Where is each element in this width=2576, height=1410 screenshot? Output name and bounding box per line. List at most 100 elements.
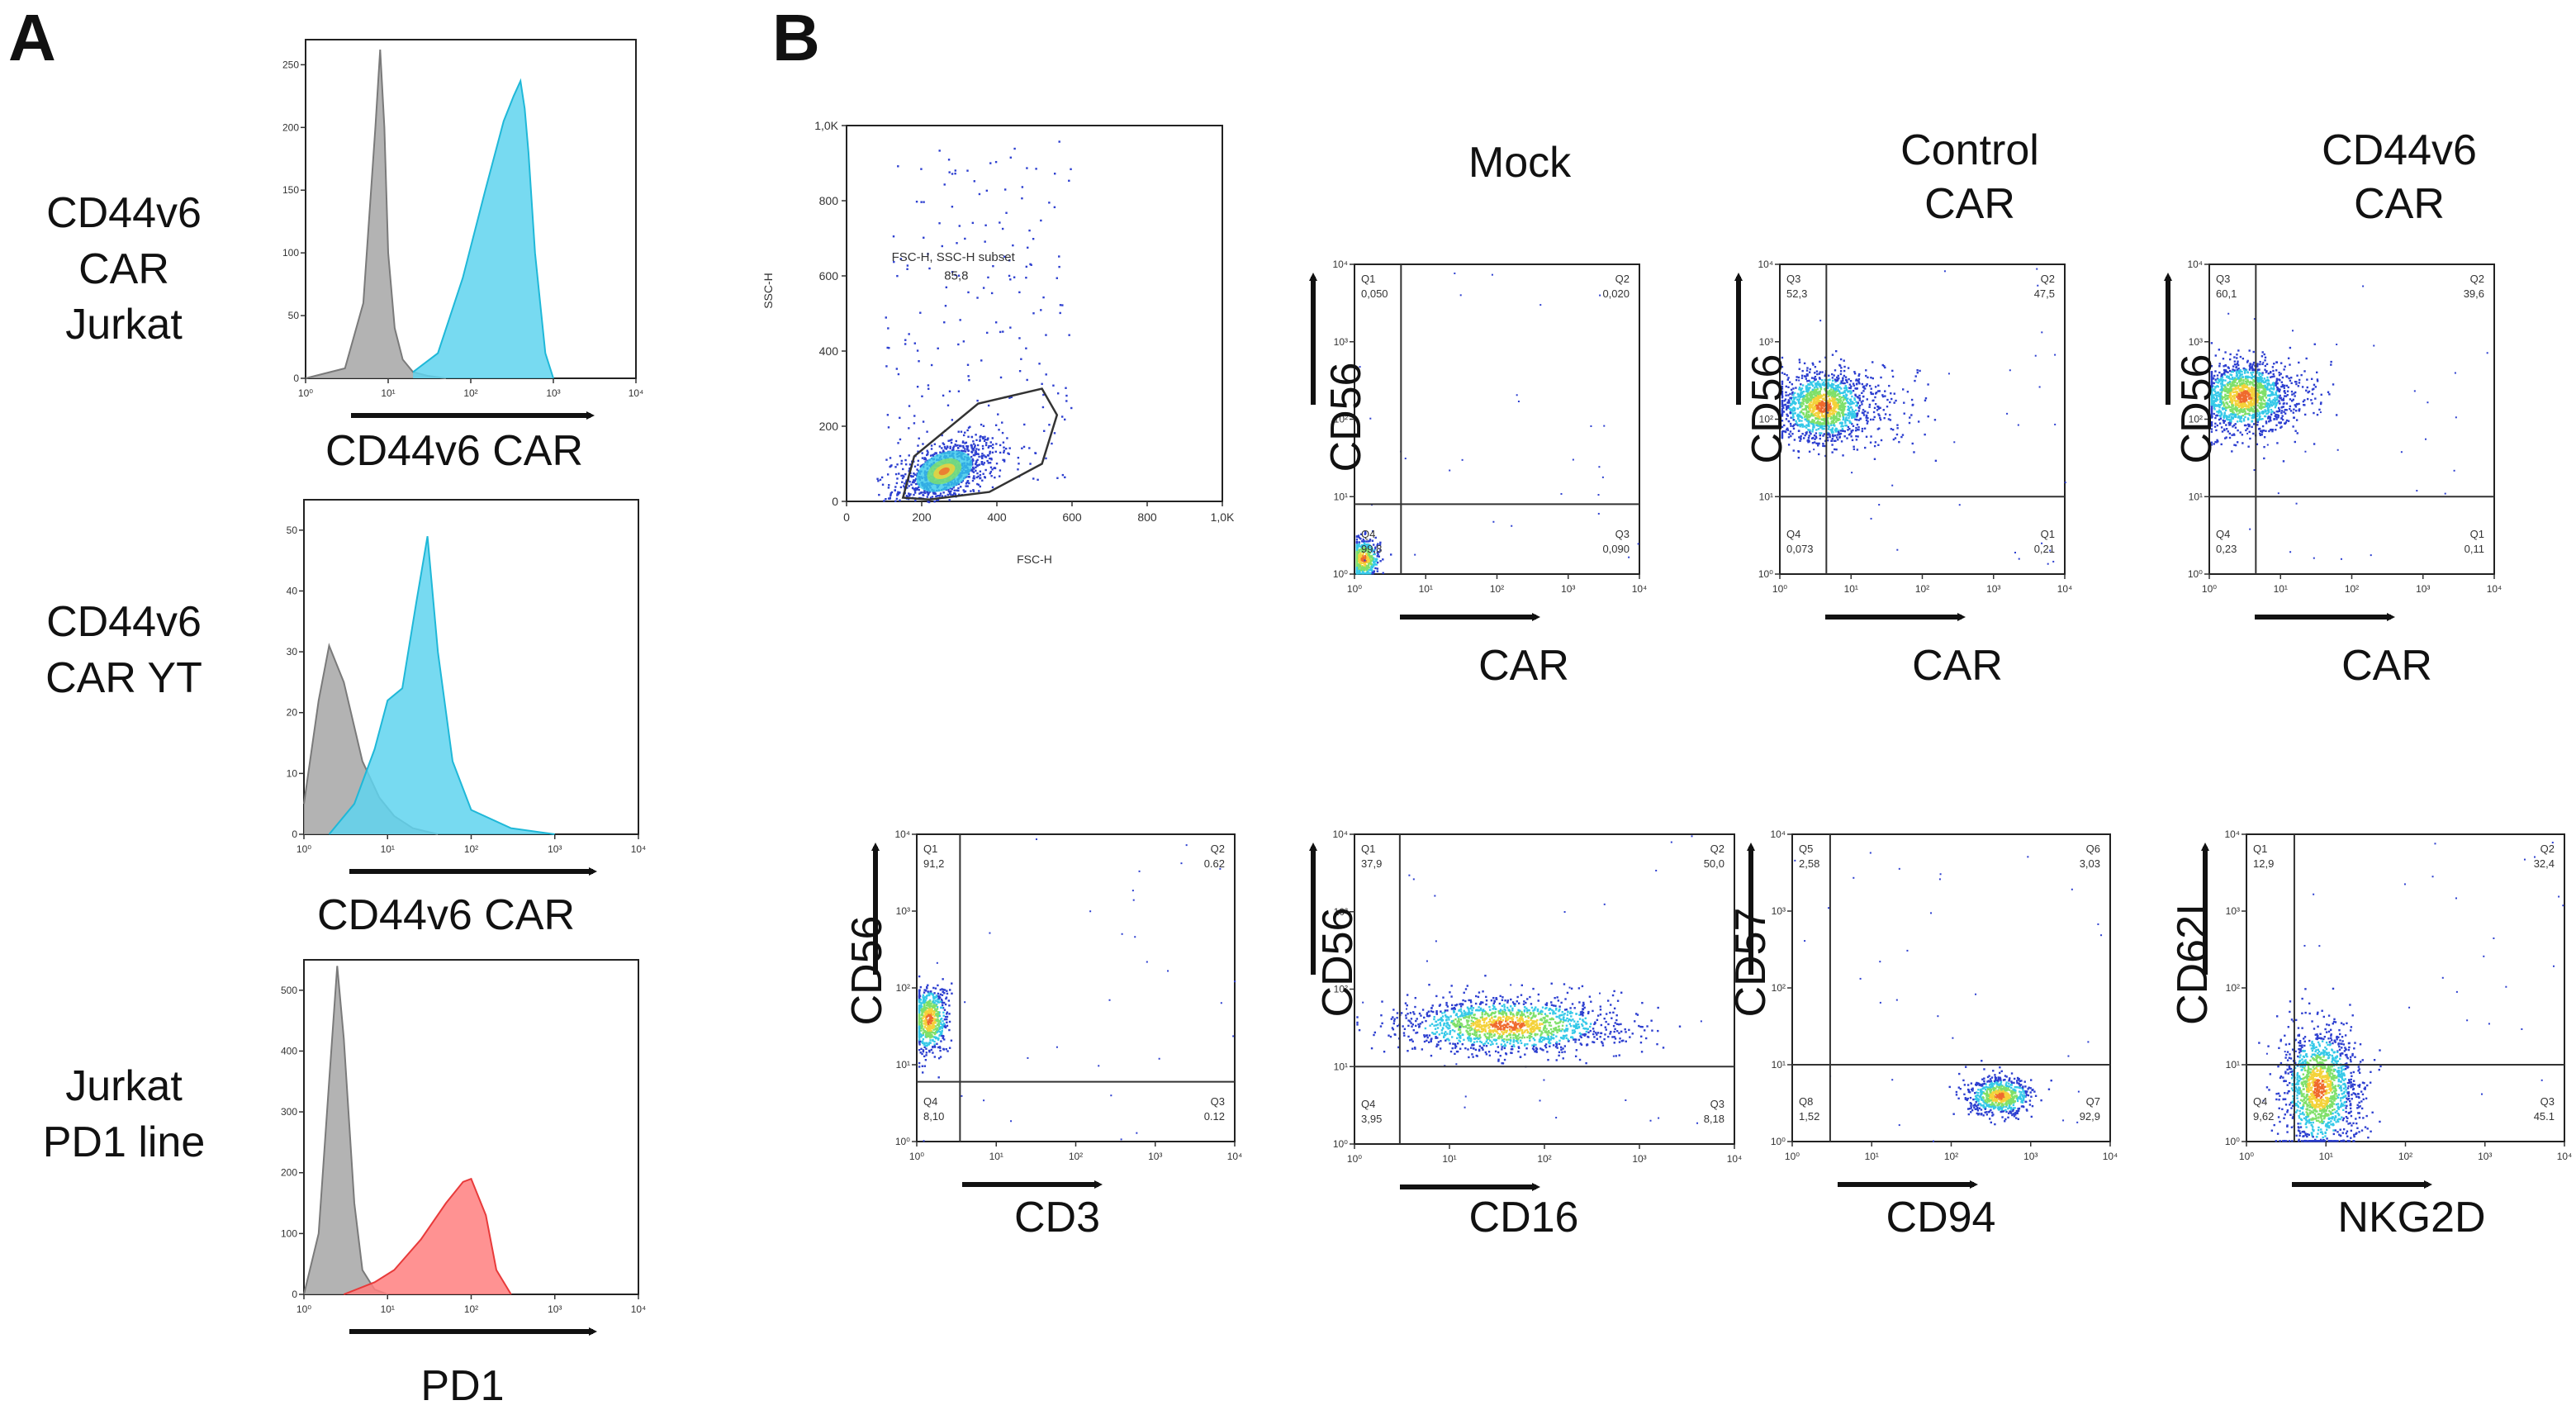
- mock-cd56-car-event: [1370, 569, 1373, 572]
- cd44v6-cd56-car-event: [2246, 383, 2249, 387]
- cd44v6-cd56-car-event: [2247, 406, 2251, 409]
- cd44v6-cd56-car-event: [2252, 363, 2255, 366]
- gate-fsc-ssc-event: [983, 439, 986, 443]
- control-cd56-car-event: [1781, 405, 1784, 408]
- mock-cd56-car-event: [1389, 553, 1392, 556]
- gate-fsc-ssc-event: [906, 268, 908, 270]
- cd44v6-cd56-car-event: [2252, 423, 2256, 425]
- cd44v6-cd56-car-event: [2214, 386, 2217, 389]
- hist-yt-car-ytick-label: 20: [287, 707, 298, 719]
- cd44v6-cd56-car-event: [2298, 361, 2300, 364]
- cd44v6-cd56-car-event: [2289, 551, 2292, 553]
- hist-jurkat-pd1-ytick-label: 200: [281, 1167, 297, 1179]
- control-cd56-car-event: [1818, 403, 1820, 406]
- control-cd56-car-event: [1821, 419, 1824, 421]
- cd44v6-cd56-car-event: [2283, 411, 2285, 413]
- hist-jurkat-pd1-series-1-line: [343, 1177, 512, 1295]
- control-cd56-car-event: [1781, 385, 1784, 388]
- control-cd56-car-event: [1781, 410, 1784, 413]
- mock-cd56-car-event: [1364, 544, 1366, 548]
- control-cd56-car-event: [1953, 441, 1956, 444]
- cd44v6-cd56-car-event: [2253, 395, 2256, 397]
- cd44v6-cd56-car-event: [2281, 418, 2284, 421]
- hist-jurkat-car-series-1-fill: [413, 81, 553, 378]
- cd44v6-cd56-car-event: [2295, 403, 2298, 406]
- control-cd56-car-event: [1884, 395, 1886, 397]
- cd44v6-cd56-car-event: [2413, 390, 2416, 392]
- gate-fsc-ssc-event: [1042, 296, 1045, 299]
- gate-fsc-ssc-event: [998, 429, 1000, 431]
- cd44v6-cd56-car-event: [2304, 450, 2307, 453]
- control-cd56-car-event: [1853, 411, 1855, 413]
- cd44v6-cd56-car-event: [2234, 402, 2237, 405]
- control-cd56-car-event: [1881, 363, 1884, 367]
- gate-fsc-ssc-event: [946, 446, 949, 449]
- control-cd56-car-event: [1853, 398, 1857, 401]
- control-cd56-car-event: [1815, 384, 1818, 387]
- cd44v6-cd56-car-event: [2229, 373, 2232, 376]
- control-cd56-car-event: [1837, 405, 1840, 408]
- gate-fsc-ssc-event: [1048, 424, 1051, 426]
- control-cd56-car-event: [1798, 358, 1801, 361]
- control-cd56-car-event: [1843, 374, 1846, 377]
- cd44v6-cd56-car-event: [2258, 392, 2261, 394]
- cd56-cd3-event: [925, 997, 928, 999]
- cd56-cd3-event: [946, 1024, 949, 1028]
- control-cd56-car-event: [1781, 413, 1784, 415]
- mock-cd56-car-event: [1371, 539, 1374, 542]
- cd44v6-cd56-car-event: [2242, 397, 2244, 401]
- gate-fsc-ssc-event: [1013, 276, 1016, 278]
- cd44v6-cd56-car-event: [2242, 414, 2244, 417]
- control-cd56-car-event: [1861, 430, 1864, 433]
- control-cd56-car-event: [1805, 394, 1808, 396]
- control-cd56-car-event: [1806, 405, 1809, 407]
- control-cd56-car-event: [1813, 449, 1815, 451]
- cd44v6-cd56-car-event: [2237, 370, 2240, 373]
- hist-yt-car-xtick-label: 10²: [464, 843, 478, 855]
- control-cd56-car-event: [1787, 394, 1790, 396]
- cd44v6-cd56-car-event: [2213, 403, 2216, 406]
- cd44v6-cd56-car-event: [2320, 393, 2322, 396]
- control-cd56-car-event: [1836, 413, 1838, 415]
- cd44v6-cd56-car-event: [2213, 393, 2216, 396]
- cd44v6-cd56-car-event: [2279, 421, 2283, 424]
- control-cd56-car-event: [1797, 376, 1800, 379]
- gate-fsc-ssc-event: [894, 500, 897, 502]
- cd44v6-cd56-car-event: [2280, 410, 2284, 412]
- hist-jurkat-car-ytick-label: 250: [282, 59, 299, 70]
- cd44v6-cd56-car-event: [2237, 429, 2239, 432]
- cd44v6-cd56-car-event: [2237, 377, 2240, 379]
- cd44v6-cd56-car-event: [2216, 377, 2219, 380]
- cd44v6-cd56-car-event: [2314, 397, 2317, 400]
- cd44v6-cd56-car-event: [2223, 415, 2225, 418]
- cd44v6-cd56-car-event: [2240, 397, 2242, 401]
- gate-fsc-ssc-event: [971, 221, 975, 225]
- control-cd56-car-event: [1786, 429, 1790, 431]
- control-cd56-car-event: [1842, 425, 1844, 428]
- control-cd56-car-event: [1786, 405, 1788, 408]
- cd44v6-cd56-car-event: [2316, 380, 2319, 382]
- cd44v6-cd56-car-event: [2265, 420, 2268, 423]
- control-cd56-car-event: [1781, 356, 1784, 359]
- hist-yt-car-series-1-line: [328, 536, 555, 835]
- cd44v6-cd56-car-event: [2244, 380, 2247, 382]
- control-cd56-car-event: [1787, 386, 1790, 389]
- mock-cd56-car-event: [1491, 273, 1493, 276]
- control-cd56-car-ytick-label: 10⁴: [1758, 259, 1773, 270]
- mock-cd56-car-event: [1361, 567, 1364, 569]
- gate-fsc-ssc-ytick-label: 200: [819, 420, 839, 433]
- control-cd56-car-event: [1819, 405, 1823, 407]
- cd44v6-cd56-car-event: [2278, 371, 2280, 374]
- cd44v6-cd56-car-event: [2223, 368, 2226, 372]
- cd44v6-cd56-car-event: [2239, 368, 2242, 372]
- cd44v6-cd56-car-event: [2246, 386, 2248, 389]
- gate-fsc-ssc-xtick-label: 0: [843, 510, 850, 524]
- mock-cd56-car-event: [1590, 425, 1592, 427]
- gate-fsc-ssc-event: [975, 449, 977, 453]
- control-cd56-car-event: [1857, 419, 1860, 421]
- cd44v6-cd56-car-event: [2210, 385, 2213, 387]
- gate-fsc-ssc-event: [980, 434, 982, 438]
- gate-fsc-ssc-event: [979, 439, 981, 441]
- control-cd56-car-event: [1813, 426, 1815, 429]
